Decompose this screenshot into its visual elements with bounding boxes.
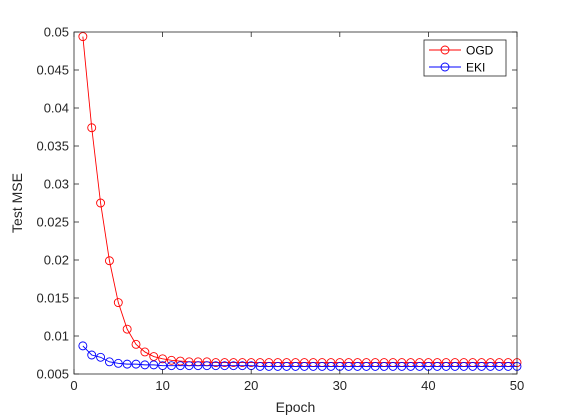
data-point-ogd bbox=[131, 339, 141, 349]
data-point-eki bbox=[140, 360, 150, 370]
legend-box bbox=[423, 39, 507, 77]
data-point-eki bbox=[299, 361, 309, 371]
legend-label-eki: EKI bbox=[466, 61, 485, 75]
x-tick-label: 30 bbox=[333, 378, 347, 393]
axes-box bbox=[73, 31, 518, 375]
data-point-ogd bbox=[96, 198, 106, 208]
x-axis-label: Epoch bbox=[276, 399, 316, 415]
data-point-ogd bbox=[220, 358, 230, 368]
data-point-eki bbox=[264, 361, 274, 371]
data-point-eki bbox=[494, 361, 504, 371]
data-point-eki bbox=[282, 361, 292, 371]
legend-marker-ogd bbox=[440, 45, 450, 55]
data-point-eki bbox=[167, 361, 176, 371]
y-tick-label: 0.045 bbox=[36, 63, 69, 78]
data-point-ogd bbox=[104, 256, 114, 266]
data-point-eki bbox=[397, 361, 407, 371]
data-point-eki bbox=[344, 361, 354, 371]
data-point-eki bbox=[229, 361, 238, 371]
y-tick-label: 0.01 bbox=[44, 329, 69, 344]
y-tick-label: 0.04 bbox=[44, 101, 69, 116]
data-point-eki bbox=[184, 361, 194, 371]
data-point-eki bbox=[175, 361, 185, 371]
x-tick-label: 20 bbox=[244, 378, 258, 393]
data-point-eki bbox=[220, 361, 230, 371]
data-point-eki bbox=[291, 361, 300, 371]
data-point-eki bbox=[202, 361, 212, 371]
data-point-eki bbox=[379, 361, 389, 371]
y-tick-label: 0.025 bbox=[36, 215, 69, 230]
data-point-eki bbox=[388, 361, 398, 371]
y-tick-label: 0.035 bbox=[36, 139, 69, 154]
data-point-ogd bbox=[158, 354, 168, 364]
data-point-eki bbox=[503, 361, 513, 371]
data-point-eki bbox=[317, 361, 327, 371]
legend-marker-eki bbox=[440, 62, 450, 72]
data-point-eki bbox=[87, 350, 97, 360]
data-point-eki bbox=[361, 361, 371, 371]
data-point-eki bbox=[193, 361, 203, 371]
data-point-eki bbox=[131, 359, 141, 369]
data-point-eki bbox=[477, 361, 487, 371]
x-tick-label: 50 bbox=[510, 378, 524, 393]
data-point-eki bbox=[237, 361, 247, 371]
legend-label-ogd: OGD bbox=[466, 44, 494, 58]
y-tick-label: 0.015 bbox=[36, 291, 69, 306]
data-point-eki bbox=[370, 361, 380, 371]
y-tick-label: 0.05 bbox=[44, 25, 69, 40]
data-point-eki bbox=[273, 361, 283, 371]
data-point-ogd bbox=[113, 298, 123, 308]
x-tick-label: 40 bbox=[421, 378, 435, 393]
data-point-eki bbox=[468, 361, 478, 371]
data-point-eki bbox=[326, 361, 336, 371]
data-point-ogd bbox=[229, 358, 238, 368]
x-tick-label: 0 bbox=[70, 378, 77, 393]
data-point-eki bbox=[406, 361, 416, 371]
y-tick-label: 0.03 bbox=[44, 177, 69, 192]
plot-area bbox=[74, 32, 517, 374]
data-point-eki bbox=[485, 361, 495, 371]
data-point-ogd bbox=[122, 324, 132, 334]
y-tick-label: 0.02 bbox=[44, 253, 69, 268]
data-point-eki bbox=[459, 361, 469, 371]
legend: OGD EKI bbox=[423, 39, 507, 77]
data-point-eki bbox=[432, 361, 442, 371]
data-point-eki bbox=[308, 361, 318, 371]
data-point-ogd bbox=[78, 32, 88, 42]
y-axis-label: Test MSE bbox=[9, 173, 25, 233]
data-point-ogd bbox=[140, 347, 150, 357]
data-point-eki bbox=[113, 358, 123, 368]
y-tick-label: 0.005 bbox=[36, 367, 69, 382]
data-point-ogd bbox=[246, 358, 256, 368]
data-point-eki bbox=[211, 361, 221, 371]
data-point-eki bbox=[78, 341, 88, 351]
data-point-eki bbox=[441, 361, 451, 371]
data-point-eki bbox=[353, 361, 362, 371]
data-point-ogd bbox=[237, 358, 247, 368]
data-point-eki bbox=[122, 359, 132, 369]
data-point-eki bbox=[255, 361, 265, 371]
data-point-ogd bbox=[167, 355, 176, 365]
data-point-eki bbox=[104, 357, 114, 367]
data-point-eki bbox=[96, 352, 106, 362]
x-tick-label: 10 bbox=[155, 378, 169, 393]
data-point-ogd bbox=[87, 123, 97, 133]
data-point-eki bbox=[415, 361, 424, 371]
data-point-ogd bbox=[211, 358, 221, 368]
data-point-eki bbox=[450, 361, 460, 371]
data-point-eki bbox=[149, 360, 159, 370]
data-point-ogd bbox=[175, 356, 185, 366]
axes-layer: 0 10 20 30 40 50 0.005 0.01 0.015 0.02 0.025 0.03 0.… bbox=[36, 25, 524, 394]
